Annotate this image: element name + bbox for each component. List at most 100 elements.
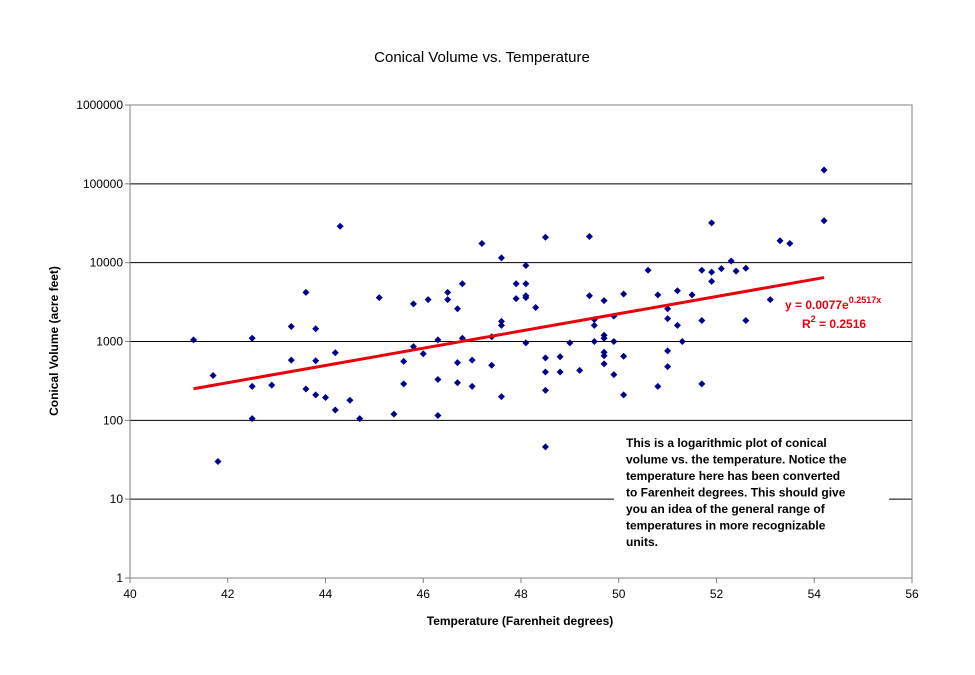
- data-point: [541, 233, 549, 241]
- y-tick-label: 1000000: [76, 98, 123, 112]
- r-squared-superscript: 2: [811, 314, 816, 324]
- data-point: [190, 336, 198, 344]
- data-point: [331, 406, 339, 414]
- data-point: [610, 338, 618, 345]
- data-point: [400, 357, 408, 365]
- data-point: [654, 291, 662, 299]
- data-point: [820, 217, 828, 225]
- data-point: [664, 315, 672, 323]
- x-tick-labels: 40 42 44 46 48 50 52 54 56: [123, 578, 919, 601]
- x-tick-label: 40: [123, 587, 137, 601]
- data-point: [820, 166, 828, 174]
- data-point: [458, 280, 466, 288]
- annotation-line: volume vs. the temperature. Notice the: [626, 453, 847, 467]
- x-tick-label: 48: [514, 587, 528, 601]
- y-tick-label: 100: [103, 413, 123, 427]
- data-point: [786, 240, 794, 248]
- data-point: [688, 291, 696, 299]
- data-point: [556, 368, 564, 376]
- data-point: [478, 240, 486, 248]
- data-point: [522, 280, 530, 288]
- data-point: [375, 294, 383, 302]
- trendline: [193, 276, 825, 391]
- data-point: [434, 412, 442, 420]
- data-point: [678, 338, 686, 345]
- data-point: [312, 357, 320, 365]
- data-point: [488, 361, 496, 369]
- data-point: [644, 266, 652, 274]
- data-point: [664, 305, 672, 313]
- data-point: [566, 339, 574, 347]
- annotation-line: you an idea of the general range of: [626, 502, 826, 516]
- trendline-equation-base: y = 0.0077e: [785, 298, 849, 312]
- data-point: [766, 296, 774, 304]
- annotation-background: [614, 432, 889, 552]
- data-points: [190, 166, 828, 466]
- data-point: [742, 316, 750, 324]
- data-point: [336, 222, 344, 230]
- data-point: [453, 359, 461, 367]
- data-point: [444, 288, 452, 296]
- data-point: [600, 297, 608, 305]
- data-point: [497, 254, 505, 262]
- data-point: [576, 366, 584, 374]
- data-point: [356, 415, 364, 423]
- data-point: [322, 393, 329, 401]
- trendline-r-squared: R2 = 0.2516: [802, 314, 866, 331]
- data-point: [742, 264, 750, 272]
- data-point: [654, 382, 662, 390]
- x-tick-label: 46: [417, 587, 431, 601]
- annotation-line: temperatures in more recognizable: [626, 519, 826, 533]
- data-point: [248, 415, 256, 423]
- annotation-line: units.: [626, 535, 658, 549]
- data-point: [497, 393, 505, 401]
- data-point: [468, 356, 476, 364]
- data-point: [698, 380, 706, 388]
- data-point: [732, 267, 740, 275]
- x-tick-label: 54: [808, 587, 822, 601]
- data-point: [453, 305, 461, 313]
- x-tick-label: 42: [221, 587, 235, 601]
- annotation-line: temperature here has been converted: [626, 469, 840, 483]
- data-point: [312, 325, 320, 333]
- x-tick-label: 44: [319, 587, 333, 601]
- data-point: [209, 372, 217, 380]
- data-point: [512, 295, 520, 303]
- data-point: [673, 287, 681, 295]
- data-point: [698, 316, 706, 324]
- data-point: [302, 288, 310, 296]
- x-tick-label: 56: [905, 587, 919, 601]
- data-point: [673, 321, 681, 329]
- data-point: [600, 334, 608, 342]
- y-tick-label: 100000: [83, 177, 123, 191]
- data-point: [556, 353, 564, 361]
- data-point: [620, 391, 628, 399]
- data-point: [444, 296, 452, 304]
- x-tick-label: 52: [710, 587, 724, 601]
- data-point: [541, 368, 549, 376]
- annotation-line: This is a logarithmic plot of conical: [626, 436, 827, 450]
- data-point: [610, 371, 618, 379]
- data-point: [600, 352, 608, 360]
- data-point: [512, 280, 520, 288]
- data-point: [664, 347, 672, 355]
- data-point: [312, 391, 320, 399]
- data-point: [620, 290, 628, 298]
- data-point: [248, 382, 256, 390]
- data-point: [497, 317, 505, 325]
- data-point: [600, 360, 608, 368]
- data-point: [698, 266, 706, 274]
- data-point: [522, 294, 530, 302]
- y-axis-label: Conical Volume (acre feet): [47, 266, 61, 416]
- data-point: [664, 363, 672, 371]
- data-point: [776, 237, 784, 245]
- data-point: [522, 262, 530, 270]
- chart-title: Conical Volume vs. Temperature: [374, 49, 590, 66]
- data-point: [708, 268, 716, 276]
- data-point: [541, 443, 549, 451]
- data-point: [541, 354, 549, 362]
- data-point: [717, 265, 725, 273]
- data-point: [434, 375, 442, 383]
- x-tick-label: 50: [612, 587, 626, 601]
